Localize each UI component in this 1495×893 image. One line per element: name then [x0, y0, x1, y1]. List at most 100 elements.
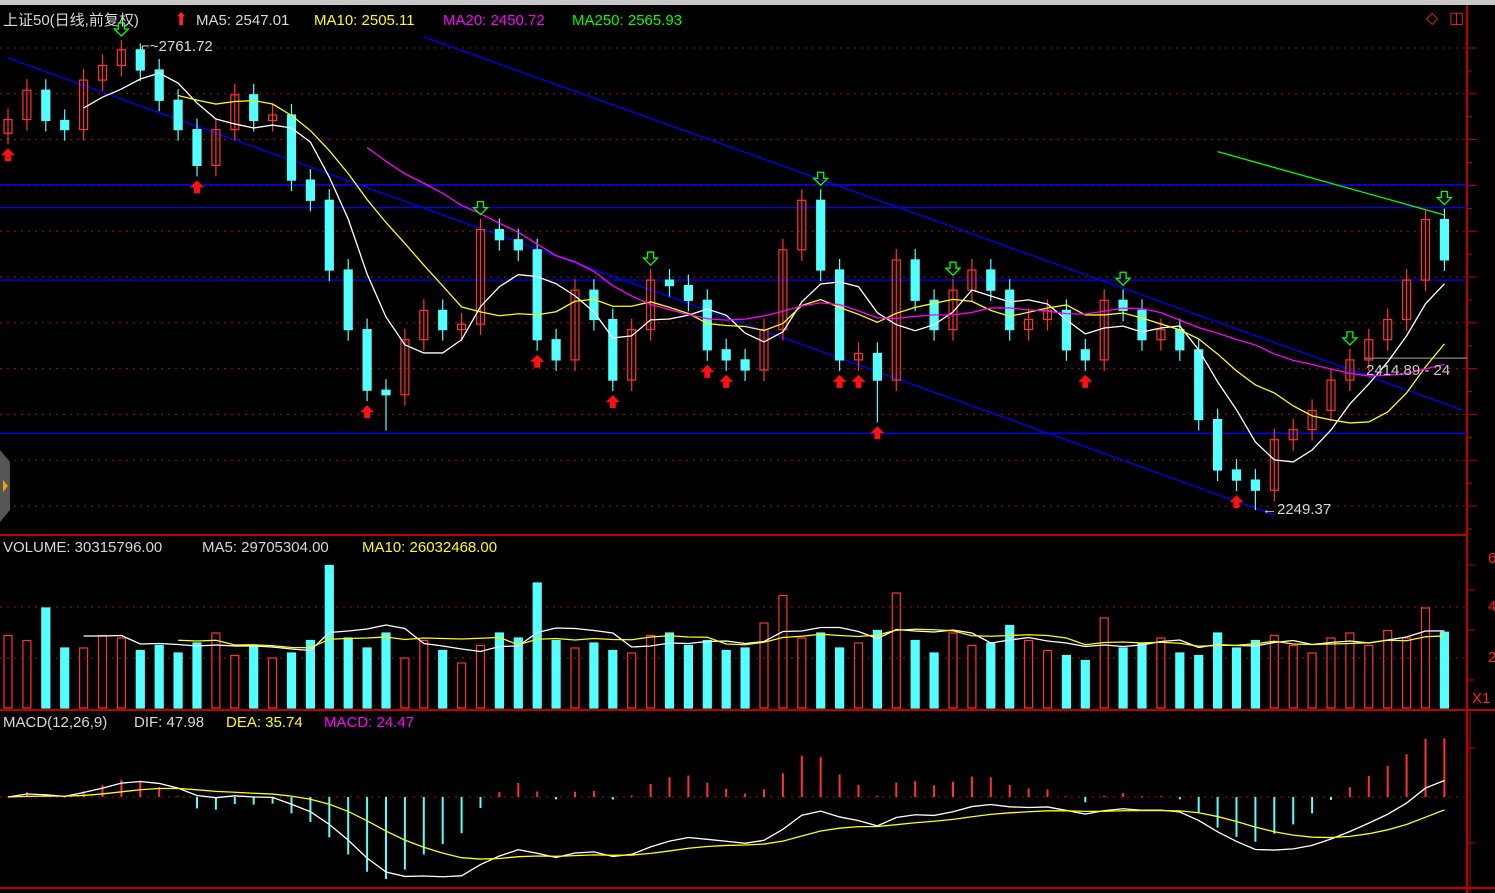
volume-bar — [230, 654, 240, 709]
candle-body — [192, 129, 202, 167]
candle-body — [797, 199, 807, 251]
volume-bar — [1061, 654, 1072, 709]
volume-bar — [872, 629, 883, 709]
trend-line — [423, 36, 1464, 411]
volume-bar — [60, 647, 70, 709]
volume-bar — [948, 632, 958, 709]
candle-body — [1439, 218, 1450, 261]
volume-bar — [778, 594, 788, 709]
candle-body — [1420, 218, 1431, 281]
volume-bar — [419, 639, 429, 709]
volume-bar — [41, 607, 51, 709]
ma20-label: MA20: 2450.72 — [443, 12, 545, 29]
volume-ma10-line — [178, 628, 1445, 649]
volume-bar — [1250, 639, 1261, 709]
volume-bar — [1364, 644, 1374, 709]
cursor-price-label: 2414.89 - 24 — [1366, 362, 1451, 379]
candle-body — [60, 119, 70, 131]
candle-body — [683, 284, 694, 301]
volume-bar — [1439, 631, 1450, 709]
candle-body — [1401, 279, 1412, 321]
candle-body — [1194, 349, 1204, 421]
candle-body — [211, 129, 221, 167]
volume-label: VOLUME: 30315796.00 — [3, 539, 163, 556]
volume-bar — [457, 662, 467, 709]
volume-bar — [192, 642, 202, 709]
candle-body — [1231, 469, 1242, 481]
candle-body — [1023, 318, 1034, 331]
volume-bar — [759, 622, 769, 709]
volume-bar — [1231, 647, 1242, 709]
volume-bar — [1383, 629, 1393, 709]
ma250-label: MA250: 2565.93 — [572, 12, 683, 29]
ma5-line — [83, 72, 1445, 463]
candle-body — [1061, 309, 1072, 351]
macd-name: MACD(12,26,9) — [3, 714, 108, 731]
sell-arrow-icon — [642, 251, 660, 267]
candle-body — [494, 229, 504, 241]
candle-body — [230, 94, 240, 131]
volume-bar — [1137, 642, 1147, 709]
candle-body — [343, 269, 353, 331]
volume-bar — [305, 639, 315, 709]
volume-bar — [740, 647, 750, 709]
candle-body — [627, 329, 637, 381]
candle-body — [702, 299, 712, 351]
low-price-value: 2249.37 — [1277, 501, 1332, 518]
buy-arrow-icon — [190, 180, 204, 194]
candle-body — [135, 49, 145, 71]
volume-bar — [986, 642, 996, 709]
candle-body — [1080, 349, 1090, 361]
candle-body — [721, 349, 731, 361]
candle-body — [1042, 309, 1053, 321]
candle-body — [1137, 309, 1147, 341]
ma10-label: MA10: 2505.11 — [314, 12, 415, 29]
volume-bar — [532, 582, 542, 709]
candle-body — [532, 249, 542, 341]
volume-bar — [78, 647, 89, 709]
volume-bar — [1005, 624, 1015, 709]
volume-bar — [343, 637, 353, 709]
buy-arrow-icon — [870, 426, 885, 440]
volume-bar — [1288, 644, 1298, 709]
candle-body — [778, 249, 788, 331]
candle-body — [948, 289, 958, 331]
trend-line — [1217, 151, 1445, 216]
ma20-line — [366, 146, 1445, 377]
volume-bar — [853, 642, 864, 709]
candle-body — [1099, 299, 1109, 361]
volume-bar — [249, 644, 259, 709]
volume-bar — [834, 647, 845, 709]
volume-bar — [891, 592, 901, 709]
volume-bar — [683, 644, 694, 709]
buy-arrow-icon — [1229, 495, 1244, 509]
layout-icon[interactable]: ◫ — [1449, 10, 1465, 27]
volume-bar — [929, 652, 939, 709]
candle-body — [1383, 318, 1393, 341]
volume-bar — [1118, 647, 1128, 709]
candle-body — [853, 352, 864, 361]
candle-body — [381, 389, 391, 396]
candle-body — [362, 329, 372, 391]
macd-dea-line — [7, 787, 1445, 860]
candle-body — [1118, 299, 1128, 311]
candle-body — [740, 359, 750, 371]
volume-bar — [3, 634, 13, 709]
volume-bar — [381, 632, 391, 709]
volume-bar — [513, 637, 523, 709]
candle-body — [1307, 409, 1317, 431]
volume-bar — [608, 649, 618, 709]
volume-bar — [1099, 617, 1109, 709]
volume-bar — [1307, 652, 1317, 709]
candle-body — [608, 318, 618, 381]
macd-dea-label: DEA: 35.74 — [226, 714, 303, 731]
candle-body — [816, 199, 826, 271]
volume-bar — [1080, 659, 1090, 709]
buy-arrow-icon — [605, 395, 620, 409]
diamond-icon[interactable]: ◇ — [1426, 10, 1439, 27]
scroll-arrow-icon — [3, 480, 8, 492]
candle-body — [1175, 329, 1185, 351]
candle-body — [286, 114, 297, 181]
candle-body — [324, 199, 334, 271]
